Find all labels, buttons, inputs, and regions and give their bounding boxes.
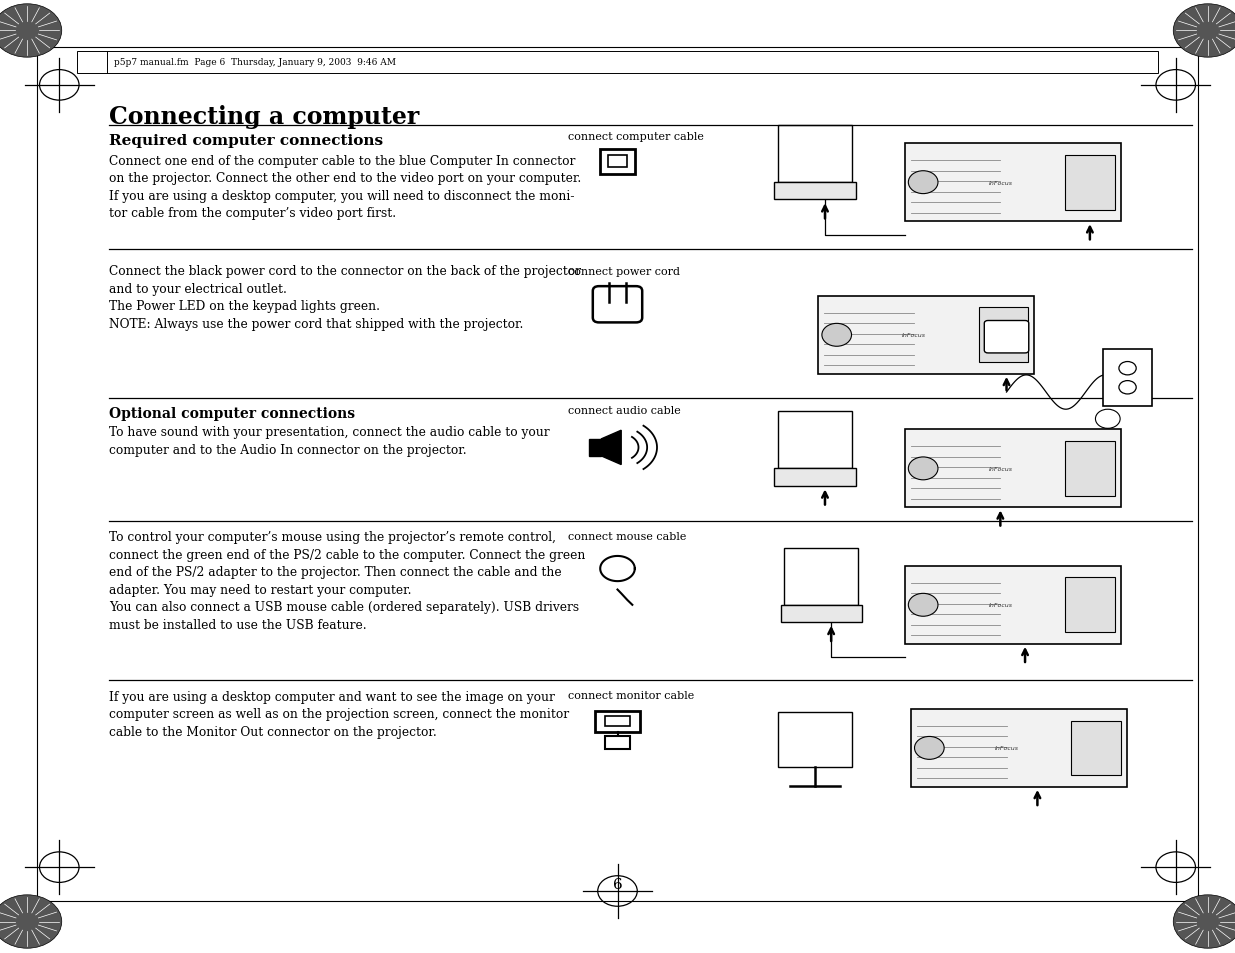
Bar (1065, 155, 1115, 211)
FancyBboxPatch shape (593, 287, 642, 323)
Bar (1065, 578, 1115, 633)
Bar (778, 712, 852, 767)
Bar (774, 469, 856, 486)
Bar (904, 566, 1121, 644)
Bar (781, 605, 862, 622)
Text: InFocus: InFocus (988, 180, 1013, 186)
FancyBboxPatch shape (984, 321, 1029, 354)
Text: Connecting a computer: Connecting a computer (109, 105, 419, 129)
Text: p5p7 manual.fm  Page 6  Thursday, January 9, 2003  9:46 AM: p5p7 manual.fm Page 6 Thursday, January … (114, 58, 395, 68)
Polygon shape (601, 431, 621, 465)
Bar (608, 155, 627, 168)
Bar (904, 430, 1121, 508)
Bar (600, 150, 635, 174)
Text: Required computer connections: Required computer connections (109, 133, 383, 148)
Bar (904, 144, 1121, 222)
Text: Connect the black power cord to the connector on the back of the projector
and t: Connect the black power cord to the conn… (109, 265, 580, 331)
Bar (778, 126, 852, 183)
Text: InFocus: InFocus (988, 466, 1013, 472)
Bar (818, 296, 1034, 375)
Bar (605, 737, 630, 749)
Circle shape (0, 5, 62, 58)
Text: To control your computer’s mouse using the projector’s remote control,
connect t: To control your computer’s mouse using t… (109, 531, 585, 631)
Text: InFocus: InFocus (994, 745, 1019, 751)
Text: connect computer cable: connect computer cable (568, 132, 704, 141)
Bar (778, 412, 852, 469)
Text: InFocus: InFocus (988, 602, 1013, 608)
Text: connect monitor cable: connect monitor cable (568, 690, 694, 700)
Circle shape (0, 895, 62, 948)
Text: connect mouse cable: connect mouse cable (568, 532, 687, 541)
Circle shape (1173, 895, 1235, 948)
Text: Optional computer connections: Optional computer connections (109, 407, 354, 421)
Polygon shape (589, 439, 601, 456)
Text: If you are using a desktop computer and want to see the image on your
computer s: If you are using a desktop computer and … (109, 690, 569, 738)
Bar (784, 548, 858, 605)
Circle shape (1173, 5, 1235, 58)
Bar (1103, 350, 1152, 407)
Bar (605, 717, 630, 726)
Text: 6: 6 (613, 878, 622, 891)
Text: connect power cord: connect power cord (568, 267, 680, 276)
Bar (774, 183, 856, 200)
Bar (1065, 441, 1115, 497)
Circle shape (908, 172, 939, 194)
Text: InFocus: InFocus (902, 333, 926, 338)
Circle shape (914, 737, 944, 760)
Bar (595, 711, 640, 732)
Circle shape (821, 324, 852, 347)
Bar (1071, 720, 1121, 776)
Bar (978, 308, 1028, 363)
Text: Connect one end of the computer cable to the blue Computer In connector
on the p: Connect one end of the computer cable to… (109, 154, 580, 220)
Bar (910, 709, 1126, 787)
Text: connect audio cable: connect audio cable (568, 406, 680, 416)
Circle shape (908, 457, 939, 480)
Text: To have sound with your presentation, connect the audio cable to your
computer a: To have sound with your presentation, co… (109, 426, 550, 456)
Circle shape (908, 594, 939, 617)
Bar (77, 51, 1158, 74)
